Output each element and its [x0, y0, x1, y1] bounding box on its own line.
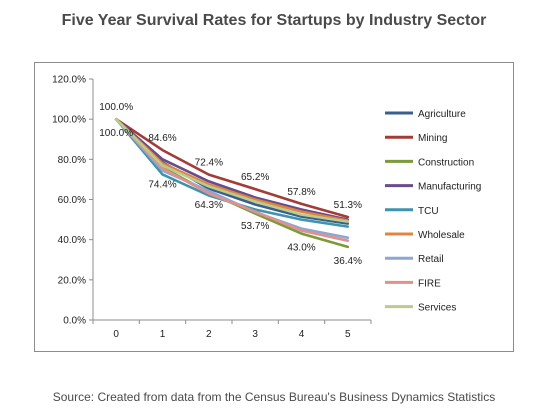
x-tick-label: 5 [345, 329, 351, 340]
data-label: 72.4% [195, 158, 223, 169]
data-label: 65.2% [241, 172, 269, 183]
legend-label: Mining [418, 133, 447, 144]
legend-label: Wholesale [418, 230, 465, 241]
x-tick-label: 4 [299, 329, 305, 340]
y-tick-label: 0.0% [63, 316, 86, 327]
chart-frame: 0.0% 20.0% 40.0% 60.0% 80.0% 100.0% 120.0% 0 1 2 3… [34, 62, 514, 352]
data-label: 100.0% [99, 128, 133, 139]
data-label: 43.0% [287, 243, 315, 254]
data-label: 51.3% [334, 200, 362, 211]
y-tick-label: 100.0% [52, 115, 86, 126]
x-tick-label: 3 [252, 329, 258, 340]
y-tick-label: 60.0% [58, 195, 86, 206]
series-line-fire [114, 117, 350, 242]
chart-axes: 0.0% 20.0% 40.0% 60.0% 80.0% 100.0% 120.0% 0 1 2 3… [52, 75, 372, 340]
chart-title: Five Year Survival Rates for Startups by… [61, 12, 487, 29]
data-label: 36.4% [334, 256, 362, 267]
x-tick-label: 2 [206, 329, 212, 340]
y-tick-label: 80.0% [58, 155, 86, 166]
legend-label: Agriculture [418, 109, 466, 120]
source-note: Source: Created from data from the Censu… [52, 390, 496, 404]
y-tick-label: 40.0% [58, 235, 86, 246]
data-label: 100.0% [99, 102, 133, 113]
y-tick-label: 120.0% [52, 75, 86, 86]
data-label: 57.8% [287, 187, 315, 198]
legend-label: Retail [418, 254, 444, 265]
series-line-manufacturing [114, 117, 350, 221]
data-label: 84.6% [148, 133, 176, 144]
chart-legend: Agriculture Mining Construction Manufacturi… [385, 109, 481, 314]
series-line-mining [114, 117, 350, 219]
legend-label: Manufacturing [418, 182, 481, 193]
series-line-services [114, 117, 350, 223]
x-tick-label: 1 [160, 329, 166, 340]
legend-label: Services [418, 303, 456, 314]
line-chart: 0.0% 20.0% 40.0% 60.0% 80.0% 100.0% 120.0% 0 1 2 3… [52, 75, 481, 341]
legend-label: FIRE [418, 278, 441, 289]
y-tick-label: 20.0% [58, 275, 86, 286]
data-labels: 100.0% 84.6% 72.4% 65.2% 57.8% 51.3% 100.0% 74.… [99, 102, 362, 267]
legend-label: TCU [418, 206, 439, 217]
data-label: 64.3% [195, 200, 223, 211]
x-tick-label: 0 [113, 329, 119, 340]
data-label: 74.4% [148, 180, 176, 191]
data-label: 53.7% [241, 221, 269, 232]
series-lines [114, 117, 350, 249]
legend-label: Construction [418, 157, 474, 168]
